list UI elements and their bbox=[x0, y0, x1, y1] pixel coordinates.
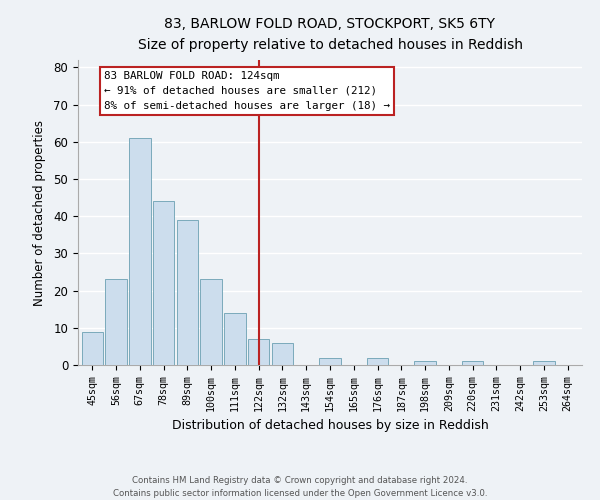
Bar bbox=[200, 280, 222, 365]
Text: 83 BARLOW FOLD ROAD: 124sqm
← 91% of detached houses are smaller (212)
8% of sem: 83 BARLOW FOLD ROAD: 124sqm ← 91% of det… bbox=[104, 71, 390, 111]
Bar bbox=[415, 362, 436, 365]
Bar bbox=[533, 362, 554, 365]
Bar bbox=[82, 332, 103, 365]
Bar bbox=[319, 358, 341, 365]
Bar bbox=[462, 362, 484, 365]
X-axis label: Distribution of detached houses by size in Reddish: Distribution of detached houses by size … bbox=[172, 419, 488, 432]
Bar bbox=[129, 138, 151, 365]
Bar bbox=[272, 342, 293, 365]
Bar bbox=[106, 280, 127, 365]
Title: 83, BARLOW FOLD ROAD, STOCKPORT, SK5 6TY
Size of property relative to detached h: 83, BARLOW FOLD ROAD, STOCKPORT, SK5 6TY… bbox=[137, 18, 523, 52]
Bar bbox=[248, 339, 269, 365]
Bar bbox=[153, 202, 174, 365]
Y-axis label: Number of detached properties: Number of detached properties bbox=[34, 120, 46, 306]
Bar bbox=[176, 220, 198, 365]
Text: Contains HM Land Registry data © Crown copyright and database right 2024.
Contai: Contains HM Land Registry data © Crown c… bbox=[113, 476, 487, 498]
Bar bbox=[367, 358, 388, 365]
Bar bbox=[224, 313, 245, 365]
